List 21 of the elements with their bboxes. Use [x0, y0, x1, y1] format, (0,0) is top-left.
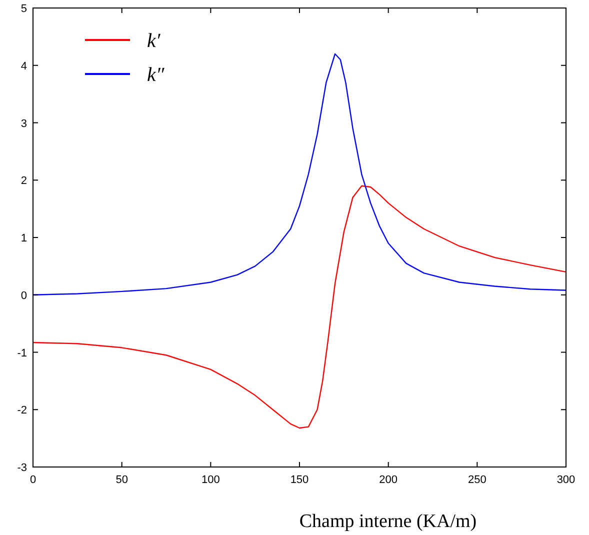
- x-tick-label: 150: [290, 474, 309, 486]
- legend-label: k′: [147, 30, 161, 52]
- x-tick-label: 0: [30, 474, 36, 486]
- y-tick-label: 3: [20, 118, 27, 130]
- x-tick-label: 200: [379, 474, 398, 486]
- y-tick-label: -1: [17, 347, 27, 360]
- x-tick-label: 250: [468, 474, 486, 486]
- y-tick-label: 5: [20, 3, 27, 15]
- x-tick-label: 100: [201, 474, 220, 486]
- line-series: [32, 53, 567, 296]
- legend-label: k″: [147, 64, 165, 86]
- y-tick-label: 0: [20, 290, 27, 302]
- y-tick-label: 4: [20, 60, 27, 72]
- y-tick-label: -2: [17, 404, 27, 417]
- x-tick-label: 50: [116, 474, 128, 486]
- y-tick-label: -3: [17, 462, 27, 474]
- x-tick-label: 300: [556, 474, 576, 486]
- line-series: [32, 185, 567, 429]
- x-axis-title: Champ interne (KA/m): [299, 511, 477, 532]
- y-tick-label: 2: [20, 175, 27, 188]
- y-tick-label: 1: [20, 232, 27, 244]
